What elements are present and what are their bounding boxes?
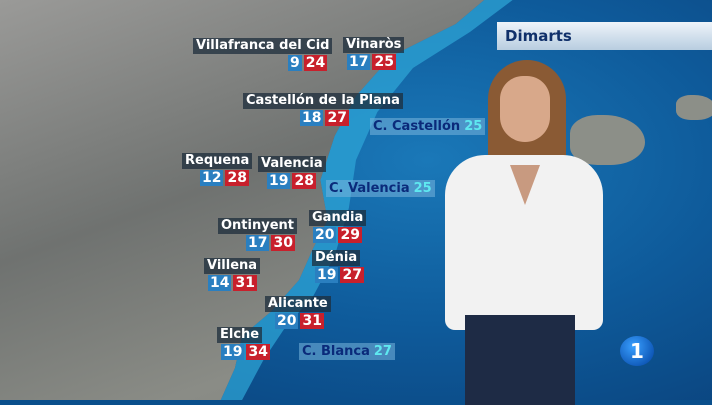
max-temp: 34 [246, 344, 270, 360]
max-temp: 31 [233, 275, 257, 291]
city-castellon: Castellón de la Plana 18 27 [243, 93, 403, 126]
city-name: Vinaròs [343, 37, 405, 53]
city-elche: Elche 19 34 [217, 327, 270, 360]
min-temp: 14 [208, 275, 232, 291]
sea-temp-valencia: C. Valencia 25 [326, 180, 435, 197]
max-temp: 29 [338, 227, 362, 243]
sea-temp-castellon: C. Castellón 25 [370, 118, 486, 135]
city-vinaros: Vinaròs 17 25 [343, 37, 405, 70]
day-panel: Dimarts [497, 22, 712, 50]
sea-temp: 25 [413, 181, 432, 196]
max-temp: 27 [325, 110, 349, 126]
city-name: Gandia [309, 210, 367, 226]
city-villena: Villena 14 31 [204, 258, 261, 291]
city-requena: Requena 12 28 [182, 153, 253, 186]
min-temp: 17 [246, 235, 270, 251]
min-temp: 18 [300, 110, 324, 126]
city-name: Ontinyent [218, 218, 297, 234]
city-valencia: Valencia 19 28 [258, 156, 326, 189]
min-temp: 17 [347, 54, 371, 70]
min-temp: 20 [313, 227, 337, 243]
city-name: Elche [217, 327, 263, 343]
min-temp: 12 [200, 170, 224, 186]
min-temp: 9 [288, 55, 302, 71]
city-denia: Dénia 19 27 [312, 250, 364, 283]
sea-name: C. Castellón [373, 119, 461, 134]
sea-temp: 27 [373, 344, 392, 359]
logo-text: 1 [630, 339, 644, 363]
city-ontinyent: Ontinyent 17 30 [218, 218, 297, 251]
weather-presenter [440, 60, 610, 405]
max-temp: 24 [303, 55, 328, 71]
mallorca-island [570, 115, 645, 165]
presenter-face [500, 76, 550, 142]
city-name: Alicante [265, 296, 331, 312]
city-name: Requena [182, 153, 253, 169]
menorca-island [676, 95, 712, 120]
max-temp: 27 [340, 267, 364, 283]
city-name: Villafranca del Cid [193, 38, 333, 54]
max-temp: 25 [372, 54, 396, 70]
city-name: Valencia [258, 156, 326, 172]
max-temp: 28 [292, 173, 316, 189]
sea-temp-blanca: C. Blanca 27 [299, 343, 395, 360]
sea-name: C. Valencia [329, 181, 410, 196]
city-alicante: Alicante 20 31 [265, 296, 331, 329]
presenter-jeans [465, 315, 575, 405]
city-name: Castellón de la Plana [243, 93, 403, 109]
min-temp: 19 [267, 173, 291, 189]
max-temp: 28 [225, 170, 249, 186]
min-temp: 20 [275, 313, 299, 329]
sea-temp: 25 [464, 119, 483, 134]
city-name: Villena [204, 258, 261, 274]
sea-name: C. Blanca [302, 344, 370, 359]
min-temp: 19 [221, 344, 245, 360]
min-temp: 19 [315, 267, 339, 283]
tve1-logo: 1 [620, 336, 654, 366]
max-temp: 30 [271, 235, 295, 251]
day-label: Dimarts [505, 27, 572, 45]
city-gandia: Gandia 20 29 [309, 210, 367, 243]
max-temp: 31 [300, 313, 324, 329]
city-name: Dénia [312, 250, 361, 266]
city-villafranca: Villafranca del Cid 9 24 [193, 38, 333, 71]
